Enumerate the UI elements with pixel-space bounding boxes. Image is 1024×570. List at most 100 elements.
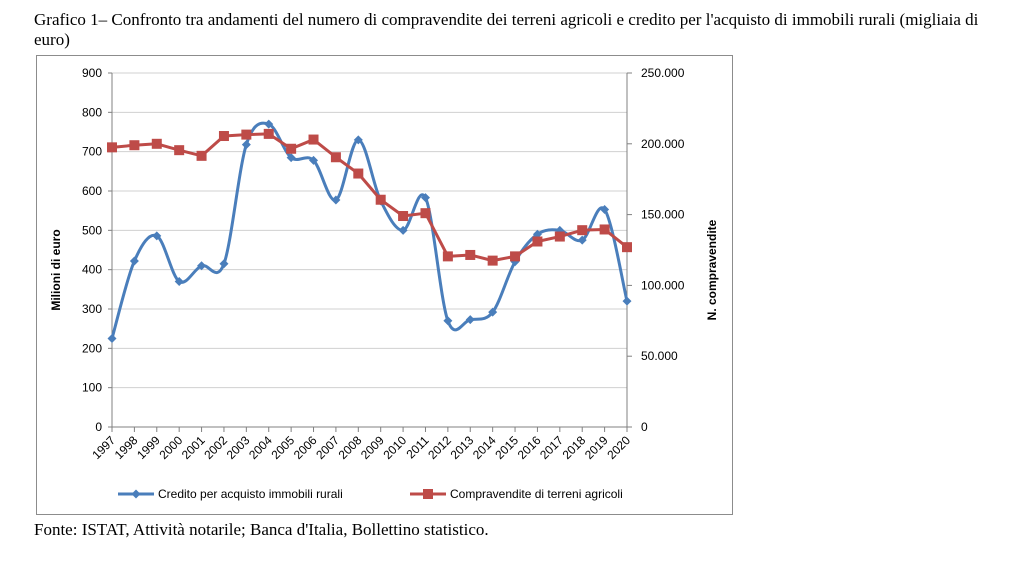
x-axis-ticks: 1997199819992000200120022003200420052006… <box>89 427 633 462</box>
data-point <box>622 296 632 306</box>
right-tick-label: 100.000 <box>641 278 685 292</box>
data-point <box>241 140 251 150</box>
x-tick-label: 2001 <box>179 433 208 462</box>
data-point <box>197 261 207 271</box>
x-tick-label: 2007 <box>313 433 342 462</box>
right-axis-ticks: 0 50.000 100.000 150.000 200.000 250.000 <box>627 66 685 434</box>
legend-label: Credito per acquisto immobili rurali <box>158 487 343 501</box>
figure-caption: Grafico 1– Confronto tra andamenti del n… <box>34 10 979 49</box>
data-point <box>465 315 475 325</box>
data-point <box>398 225 408 235</box>
data-point <box>488 307 498 317</box>
data-point <box>330 152 341 163</box>
x-tick-label: 2006 <box>291 433 320 462</box>
left-axis-label: Milioni di euro <box>49 229 63 310</box>
x-tick-label: 1998 <box>112 433 141 462</box>
left-tick-label: 400 <box>82 263 102 277</box>
x-tick-label: 2005 <box>268 433 297 462</box>
left-tick-label: 100 <box>82 381 102 395</box>
data-point <box>465 249 476 260</box>
x-tick-label: 2012 <box>425 433 454 462</box>
x-tick-label: 1999 <box>134 433 163 462</box>
data-point <box>174 145 185 156</box>
x-tick-label: 2011 <box>403 433 431 461</box>
data-point <box>600 204 610 214</box>
data-point <box>286 153 296 163</box>
data-point <box>487 255 498 266</box>
legend-item: Credito per acquisto immobili rurali <box>118 487 343 501</box>
data-point <box>599 224 610 235</box>
right-tick-label: 150.000 <box>641 208 685 222</box>
data-point <box>510 251 521 262</box>
left-tick-label: 0 <box>95 420 102 434</box>
data-point <box>129 140 140 151</box>
data-point <box>420 193 430 203</box>
data-point <box>420 208 431 219</box>
data-point <box>375 194 386 205</box>
data-point <box>286 143 297 154</box>
data-point <box>554 231 565 242</box>
x-tick-label: 2002 <box>201 433 230 462</box>
left-tick-label: 800 <box>82 105 102 119</box>
data-point <box>622 242 632 253</box>
x-tick-label: 2009 <box>358 433 387 462</box>
data-point <box>331 195 341 205</box>
series-2 <box>107 128 632 266</box>
legend-label: Compravendite di terreni agricoli <box>450 487 623 501</box>
series-lines <box>107 119 632 343</box>
chart-frame <box>36 55 733 515</box>
left-axis-ticks: 0 100 200 300 400 500 600 700 800 900 <box>82 66 112 434</box>
left-tick-label: 200 <box>82 341 102 355</box>
legend-marker <box>131 489 141 499</box>
data-point <box>151 138 162 149</box>
left-tick-label: 300 <box>82 302 102 316</box>
x-tick-label: 2014 <box>470 433 499 462</box>
data-point <box>107 334 117 343</box>
data-point <box>353 168 364 179</box>
data-point <box>577 225 588 236</box>
x-tick-label: 2019 <box>582 433 611 462</box>
left-tick-label: 600 <box>82 184 102 198</box>
left-tick-label: 900 <box>82 66 102 80</box>
data-point <box>577 235 587 245</box>
legend: Credito per acquisto immobili rurali Comp… <box>118 487 623 501</box>
data-point <box>196 150 207 161</box>
x-tick-label: 2013 <box>448 433 477 462</box>
data-point <box>263 128 274 139</box>
data-point <box>241 129 252 140</box>
x-tick-label: 2010 <box>380 433 409 462</box>
x-tick-label: 2000 <box>157 433 186 462</box>
x-tick-label: 2003 <box>224 433 253 462</box>
data-point <box>398 211 409 222</box>
data-point <box>442 251 453 262</box>
right-tick-label: 250.000 <box>641 66 685 80</box>
dual-axis-line-chart: 0 100 200 300 400 500 600 700 800 900 0 50.000 100.… <box>49 66 719 501</box>
data-point <box>218 131 229 142</box>
x-tick-label: 2004 <box>246 433 275 462</box>
source-note: Fonte: ISTAT, Attività notarile; Banca d… <box>34 520 489 539</box>
data-point <box>443 316 453 326</box>
gridlines <box>112 72 627 428</box>
right-axis-label: N. compravendite <box>705 219 719 320</box>
right-tick-label: 200.000 <box>641 137 685 151</box>
data-point <box>308 134 319 145</box>
x-tick-label: 2015 <box>492 433 521 462</box>
data-point <box>129 256 139 266</box>
data-point <box>107 142 117 153</box>
x-tick-label: 2020 <box>604 433 633 462</box>
x-tick-label: 2017 <box>537 433 566 462</box>
legend-item: Compravendite di terreni agricoli <box>410 487 623 501</box>
left-tick-label: 500 <box>82 223 102 237</box>
data-point <box>264 119 274 129</box>
right-tick-label: 0 <box>641 420 648 434</box>
data-point <box>309 155 319 165</box>
data-point <box>353 135 363 145</box>
series-1 <box>107 119 632 343</box>
data-point <box>174 276 184 286</box>
legend-marker <box>423 489 433 499</box>
x-tick-label: 1997 <box>89 433 118 462</box>
x-tick-label: 2016 <box>515 433 544 462</box>
left-tick-label: 700 <box>82 145 102 159</box>
series-line <box>111 132 628 263</box>
x-tick-label: 2018 <box>560 433 589 462</box>
